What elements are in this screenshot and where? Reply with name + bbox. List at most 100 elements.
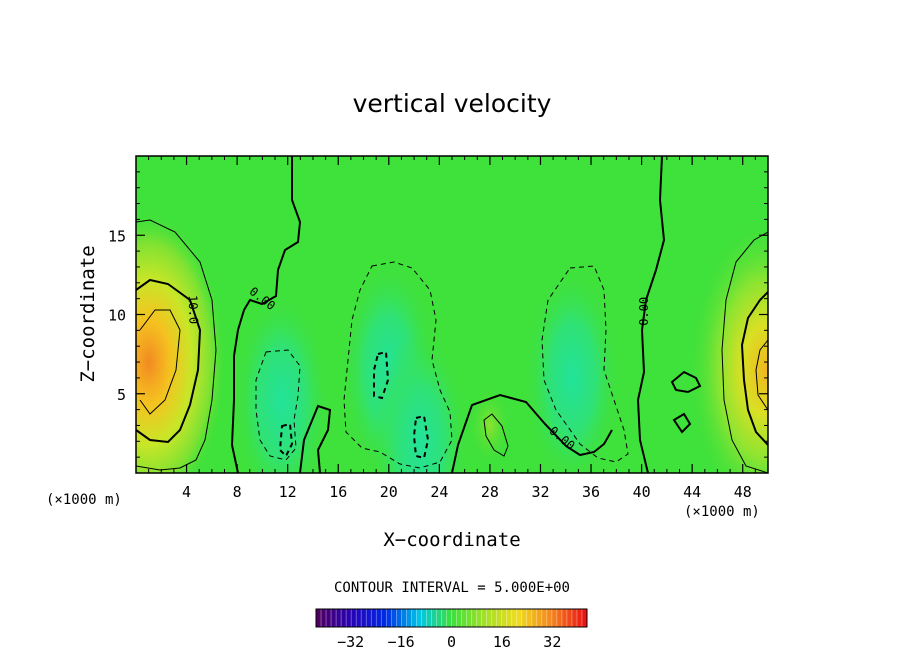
colorbar-swatch <box>486 609 492 627</box>
chart-title: vertical velocity <box>353 89 552 118</box>
zero-contour-loops <box>299 370 702 473</box>
colorbar-swatch <box>346 609 352 627</box>
colorbar-swatch <box>446 609 452 627</box>
colorbar-swatch <box>466 609 472 627</box>
colorbar-swatch <box>556 609 563 627</box>
colorbar-swatch <box>561 609 568 627</box>
contour-neg5-center <box>343 261 453 469</box>
y-tick-label: 5 <box>117 386 126 404</box>
colorbar-swatch <box>546 609 553 627</box>
colorbar-swatch <box>476 609 482 627</box>
colorbar-swatch <box>406 609 412 627</box>
updraft-region-1 <box>687 220 768 473</box>
colorbar-swatch <box>436 609 442 627</box>
contour-10-right <box>740 291 768 446</box>
colorbar-swatch <box>581 609 588 627</box>
colorbar-swatch <box>451 609 457 627</box>
colorbar-swatch <box>491 609 497 627</box>
contour-15-left <box>139 309 181 415</box>
colorbar-swatch <box>481 609 487 627</box>
colorbar-swatch <box>431 609 437 627</box>
colorbar-swatch <box>471 609 477 627</box>
colorbar-swatch <box>366 609 372 627</box>
colorbar-swatch <box>351 609 357 627</box>
contour-15-right <box>755 339 768 411</box>
contour-10-left <box>136 278 202 444</box>
x-tick-label: 44 <box>683 483 701 501</box>
colorbar-swatch <box>506 609 513 627</box>
x-tick-label: 40 <box>633 483 651 501</box>
colorbar-swatch <box>511 609 518 627</box>
colorbar-swatch <box>441 609 447 627</box>
colorbar-swatch <box>411 609 417 627</box>
colorbar-swatch <box>426 609 432 627</box>
colorbar-swatch <box>456 609 462 627</box>
updraft-region-0 <box>136 212 227 473</box>
contour-5-left <box>136 219 217 471</box>
updraft-region-weak <box>467 385 512 466</box>
colorbar-swatch <box>576 609 583 627</box>
colorbar-swatch <box>531 609 538 627</box>
x-tick-label: 12 <box>279 483 297 501</box>
x-unit-left: (×1000 m) <box>46 492 122 508</box>
colorbar-tick-label: 16 <box>493 633 511 651</box>
y-axis-ticks: 5 10 15 <box>108 171 768 458</box>
downdraft-region-3 <box>524 267 621 473</box>
colorbar: −32 −16 0 16 32 <box>315 608 588 651</box>
colorbar-tick-label: 0 <box>447 633 456 651</box>
x-tick-label: 20 <box>380 483 398 501</box>
colorbar-swatch <box>566 609 573 627</box>
y-axis-label: Z−coordinate <box>77 245 99 382</box>
colorbar-swatch <box>391 609 397 627</box>
colorbar-swatch <box>496 609 502 627</box>
colorbar-swatch <box>376 609 382 627</box>
contour-lines <box>136 156 768 473</box>
x-axis-ticks: 4 8 12 16 20 24 28 32 36 40 44 48 <box>148 156 756 501</box>
colorbar-swatch <box>381 609 387 627</box>
y-tick-label: 15 <box>108 227 126 245</box>
colorbar-swatch <box>341 609 347 627</box>
contour-label: 10.0 <box>186 295 201 324</box>
colorbar-swatch <box>521 609 528 627</box>
contour-neg5-right <box>541 265 629 463</box>
x-tick-label: 24 <box>430 483 448 501</box>
colorbar-swatch <box>331 609 337 627</box>
colorbar-swatch <box>501 609 508 627</box>
contour-neg5-cells <box>278 350 430 460</box>
zero-contour-left <box>230 156 302 473</box>
zero-contour-bottom <box>451 393 613 473</box>
colorbar-frame <box>315 608 588 628</box>
colorbar-tick-label: 32 <box>543 633 561 651</box>
downdraft-region-5 <box>372 331 469 473</box>
colorbar-swatch <box>401 609 407 627</box>
colorbar-swatch <box>421 609 427 627</box>
contour-positive-cell <box>483 413 509 457</box>
colorbar-swatch <box>516 609 523 627</box>
colorbar-swatch <box>461 609 467 627</box>
x-axis-label: X−coordinate <box>383 529 520 551</box>
colorbar-swatch <box>386 609 392 627</box>
colorbar-swatch <box>526 609 533 627</box>
colorbar-swatch <box>541 609 548 627</box>
x-tick-label: 48 <box>734 483 752 501</box>
x-tick-label: 16 <box>329 483 347 501</box>
x-tick-label: 8 <box>233 483 242 501</box>
colorbar-swatch <box>336 609 342 627</box>
x-tick-label: 32 <box>531 483 549 501</box>
zero-contour-right <box>636 156 666 473</box>
colorbar-swatch <box>316 609 322 627</box>
colorbar-swatch <box>321 609 327 627</box>
field-shading <box>136 212 768 473</box>
colorbar-swatch <box>551 609 558 627</box>
contour-interval-note: CONTOUR INTERVAL = 5.000E+00 <box>334 580 570 596</box>
x-unit-right: (×1000 m) <box>684 504 760 520</box>
contour-5-right <box>721 231 768 473</box>
colorbar-swatch <box>326 609 332 627</box>
x-tick-label: 28 <box>481 483 499 501</box>
colorbar-swatch <box>396 609 402 627</box>
y-tick-label: 10 <box>108 307 126 325</box>
x-tick-label: 36 <box>582 483 600 501</box>
colorbar-swatch <box>571 609 578 627</box>
colorbar-swatch <box>536 609 543 627</box>
